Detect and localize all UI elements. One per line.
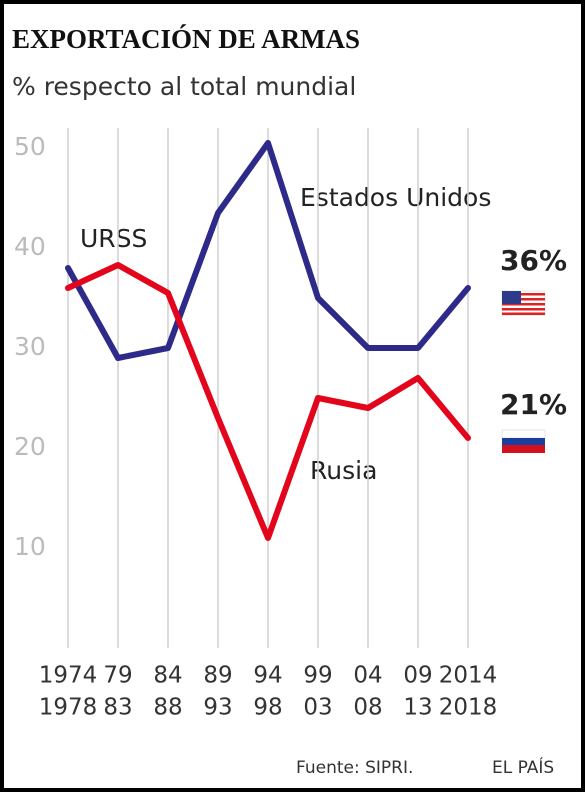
x-tick-label: 79 (103, 663, 132, 689)
x-tick-label: 08 (353, 695, 382, 721)
x-tick-label: 84 (153, 663, 182, 689)
x-tick-label: 94 (253, 663, 282, 689)
chart-subtitle: % respecto al total mundial (12, 72, 356, 101)
x-tick-label: 88 (153, 695, 182, 721)
russia-flag (501, 429, 546, 453)
x-tick-label: 2018 (439, 695, 498, 721)
value-label: 21% (500, 388, 567, 421)
x-tick-label: 93 (203, 695, 232, 721)
x-tick-label: 2014 (439, 663, 498, 689)
brand: EL PAÍS (492, 756, 554, 778)
x-tick-label: 98 (253, 695, 282, 721)
y-tick-label: 30 (14, 332, 46, 361)
y-tick-label: 20 (14, 432, 46, 461)
x-tick-label: 1974 (39, 663, 98, 689)
chart-title: EXPORTACIÓN DE ARMAS (12, 24, 360, 54)
y-tick-label: 10 (14, 532, 46, 561)
x-tick-label: 83 (103, 695, 132, 721)
series-label: Estados Unidos (300, 183, 491, 212)
series-line (65, 140, 471, 361)
x-tick-label: 09 (403, 663, 432, 689)
x-tick-label: 03 (303, 695, 332, 721)
y-tick-label: 40 (14, 232, 46, 261)
value-label: 36% (500, 244, 567, 277)
x-tick-label: 1978 (39, 695, 98, 721)
us-flag (501, 290, 546, 316)
annotation: URSS (80, 224, 147, 253)
x-tick-label: 13 (403, 695, 432, 721)
x-tick-label: 89 (203, 663, 232, 689)
series-line (65, 262, 471, 541)
series-label: Rusia (310, 456, 377, 485)
source: Fuente: SIPRI. (296, 758, 413, 778)
y-tick-label: 50 (14, 132, 46, 161)
x-tick-label: 99 (303, 663, 332, 689)
x-tick-label: 04 (353, 663, 382, 689)
